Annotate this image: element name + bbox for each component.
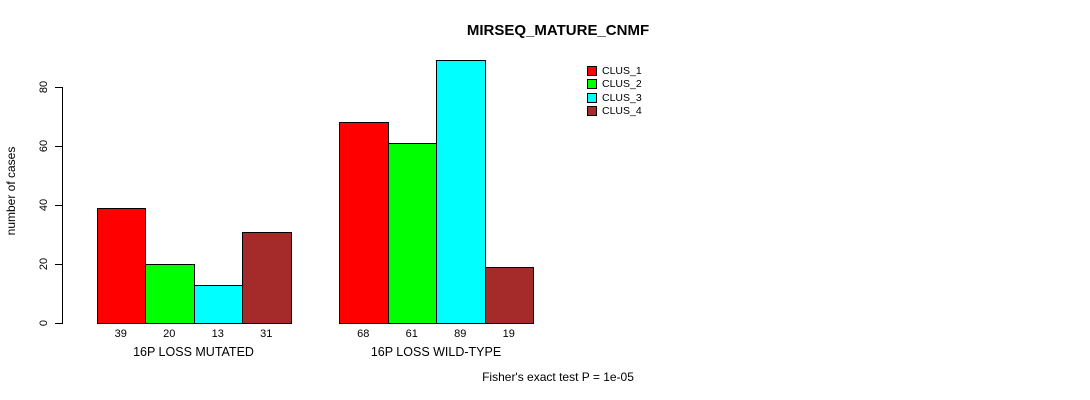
legend-row-clus_1: CLUS_1 <box>587 64 642 78</box>
bar-clus_2-group1 <box>145 264 195 324</box>
legend-swatch-icon <box>587 65 597 76</box>
y-axis-tick <box>55 323 62 324</box>
y-axis-tick <box>55 146 62 147</box>
y-tick-label: 80 <box>38 80 50 94</box>
x-category-label: 16P LOSS MUTATED <box>133 345 254 359</box>
y-tick-label: 0 <box>38 319 50 327</box>
bar-clus_2-group2 <box>387 143 437 324</box>
legend-swatch-icon <box>587 106 597 117</box>
bar-value-label: 39 <box>114 328 127 340</box>
bar-value-label: 19 <box>502 328 515 340</box>
legend: CLUS_1 CLUS_2 CLUS_3 CLUS_4 <box>587 64 642 118</box>
bar-value-label: 61 <box>405 328 418 340</box>
legend-row-clus_4: CLUS_4 <box>587 105 642 119</box>
bar-value-label: 13 <box>211 328 224 340</box>
x-category-label: 16P LOSS WILD-TYPE <box>370 345 502 359</box>
legend-label: CLUS_4 <box>602 105 642 118</box>
y-axis-tick <box>55 264 62 265</box>
bar-clus_1-group2 <box>339 122 389 324</box>
bar-value-label: 31 <box>260 328 273 340</box>
chart-title: MIRSEQ_MATURE_CNMF <box>466 22 650 39</box>
y-axis-tick <box>55 205 62 206</box>
legend-row-clus_2: CLUS_2 <box>587 78 642 92</box>
legend-row-clus_3: CLUS_3 <box>587 91 642 105</box>
y-axis-label: number of cases <box>4 146 18 236</box>
y-tick-label: 40 <box>38 198 50 212</box>
bar-clus_4-group2 <box>484 266 534 324</box>
legend-swatch-icon <box>587 92 597 103</box>
bar-clus_3-group1 <box>193 284 243 324</box>
y-tick-label: 20 <box>38 257 50 271</box>
legend-label: CLUS_2 <box>602 78 642 91</box>
bar-value-label: 20 <box>163 328 176 340</box>
bar-clus_3-group2 <box>436 60 486 324</box>
bar-clus_4-group1 <box>242 231 292 324</box>
bar-clus_1-group1 <box>96 207 146 324</box>
y-tick-label: 60 <box>38 139 50 153</box>
legend-swatch-icon <box>587 79 597 90</box>
bar-value-label: 68 <box>357 328 370 340</box>
y-axis-line <box>62 87 63 324</box>
legend-label: CLUS_1 <box>602 64 642 77</box>
bar-value-label: 89 <box>454 328 467 340</box>
y-axis-tick <box>55 87 62 88</box>
fisher-test-annotation: Fisher's exact test P = 1e-05 <box>482 370 634 384</box>
legend-label: CLUS_3 <box>602 91 642 104</box>
